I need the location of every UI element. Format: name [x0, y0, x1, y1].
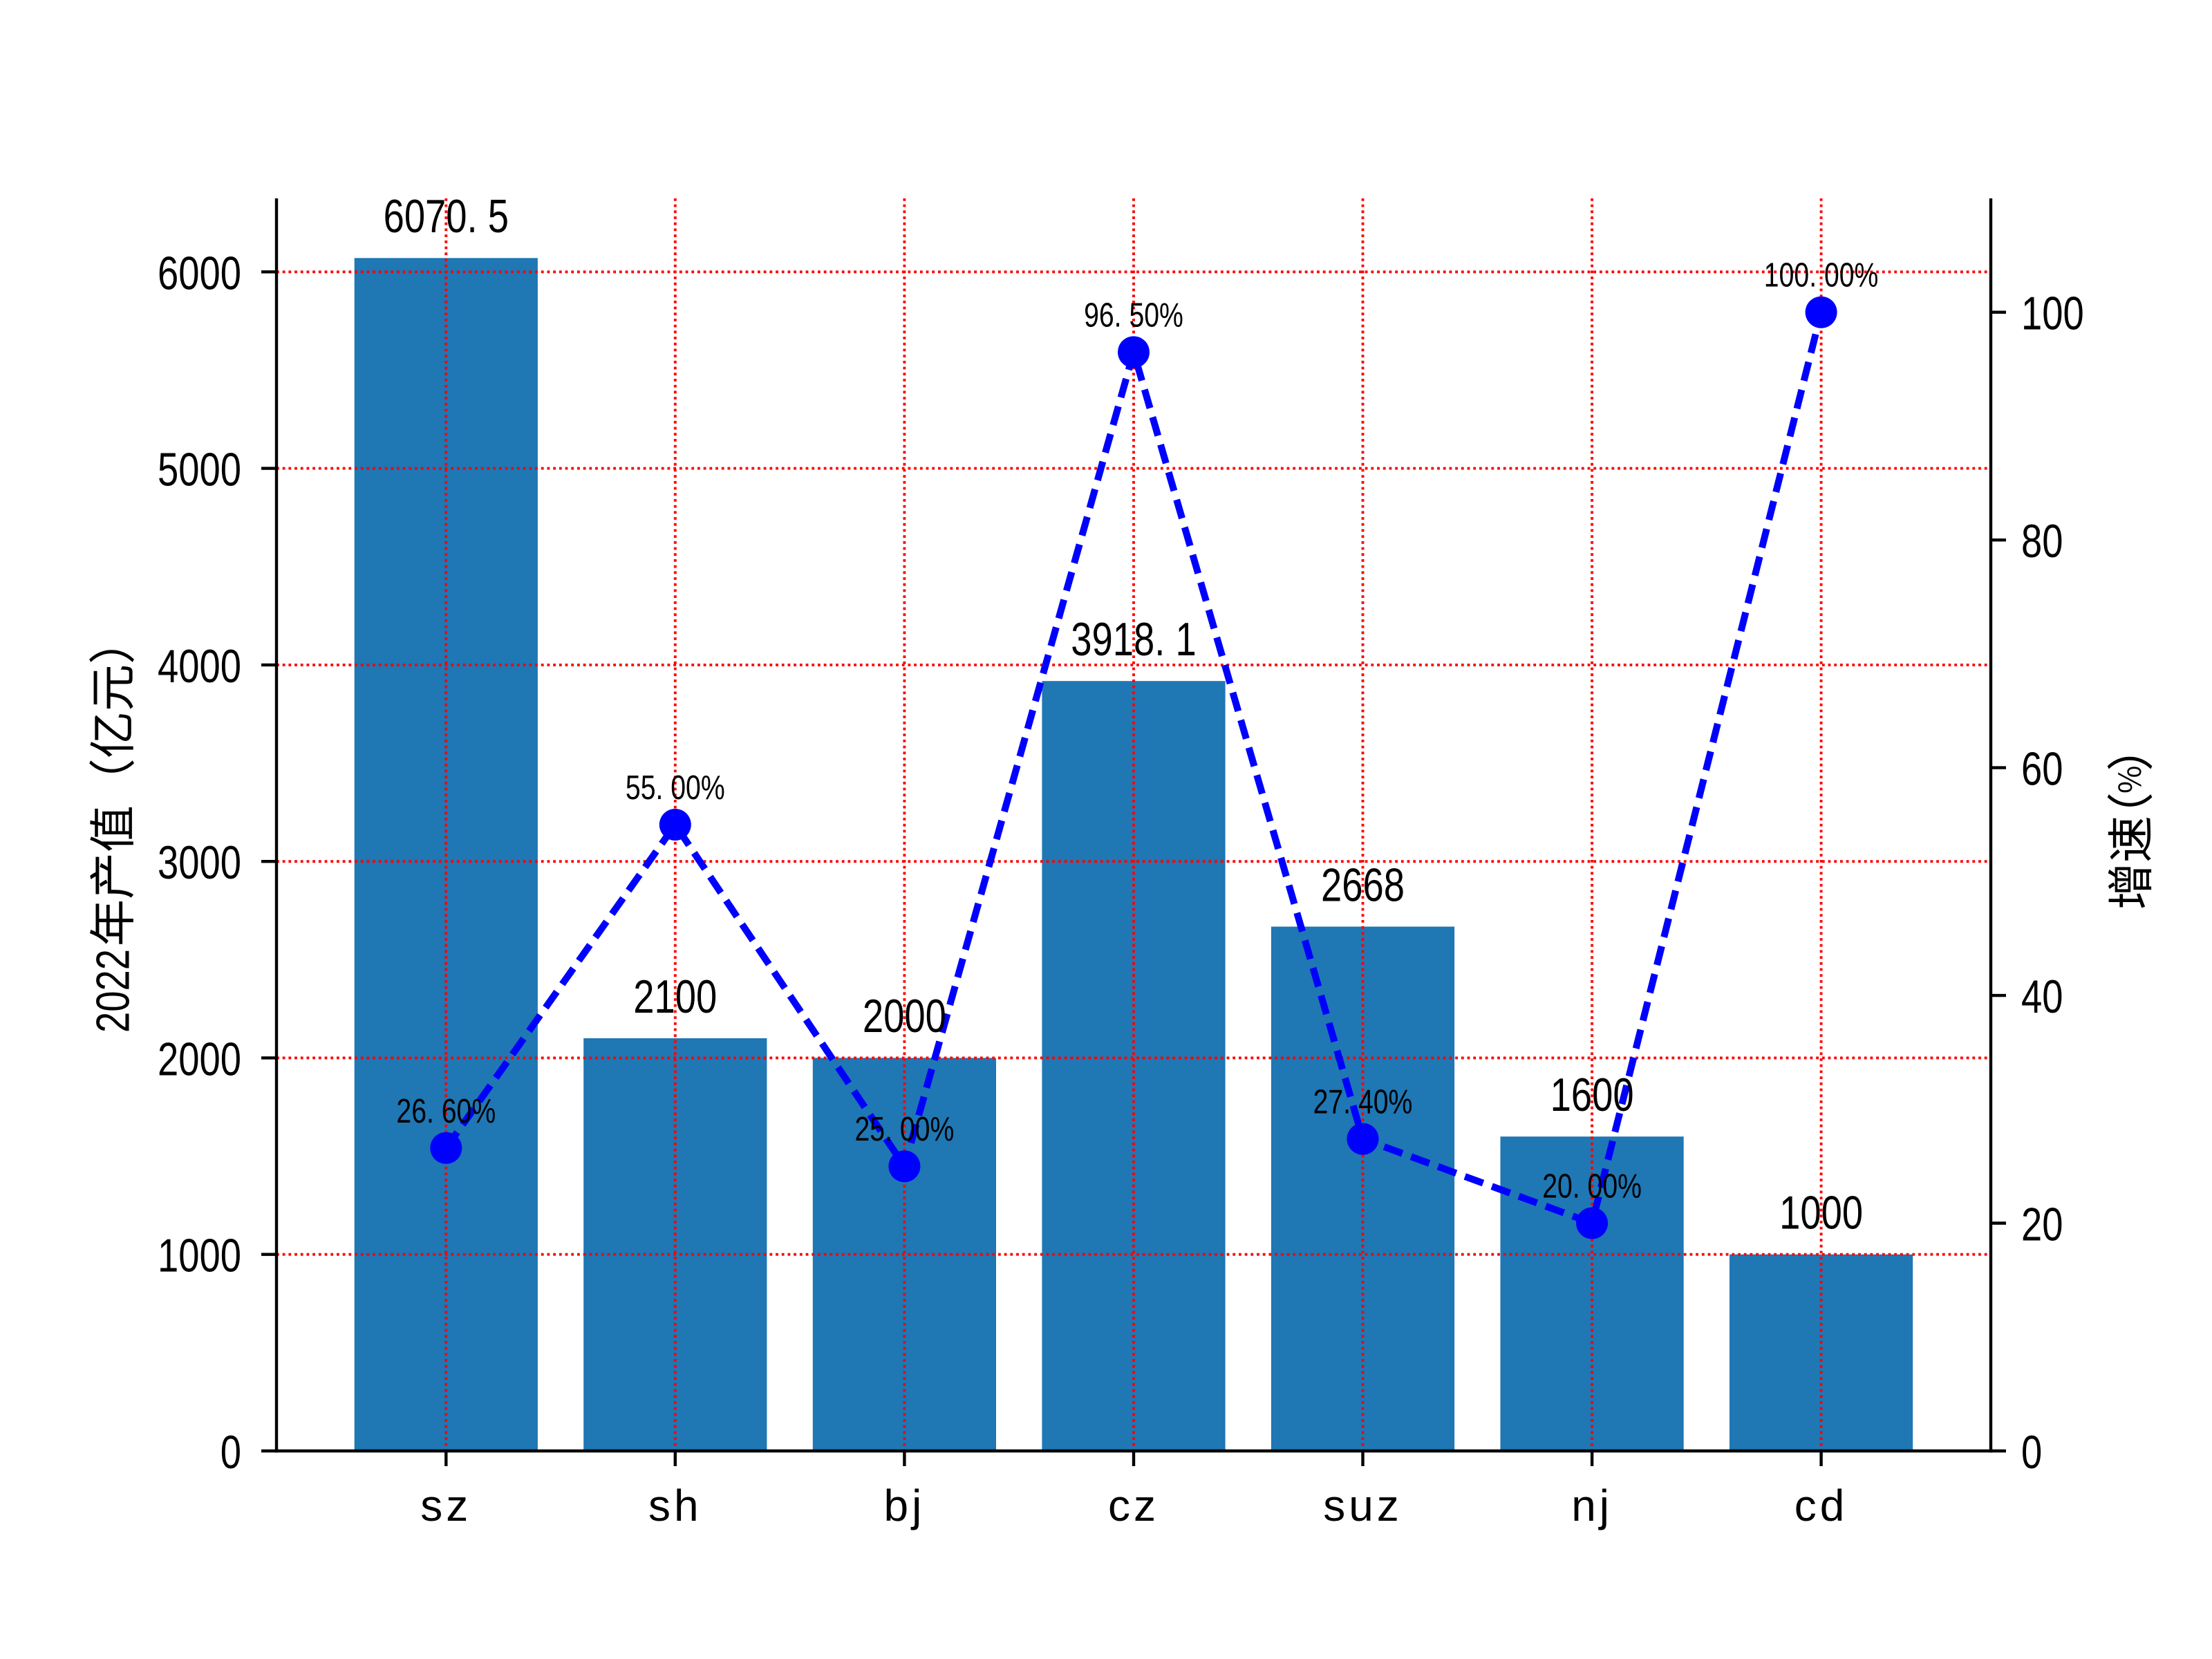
svg-text:100: 100	[2021, 288, 2084, 340]
svg-text:80: 80	[2021, 515, 2063, 568]
svg-text:40: 40	[2021, 971, 2063, 1023]
svg-text:sh: sh	[648, 1481, 702, 1530]
svg-text:2100: 2100	[633, 971, 717, 1023]
svg-text:25. 00%: 25. 00%	[854, 1111, 954, 1148]
svg-text:20: 20	[2021, 1199, 2063, 1251]
svg-text:3000: 3000	[158, 836, 241, 889]
svg-text:3918. 1: 3918. 1	[1071, 613, 1196, 666]
svg-text:5000: 5000	[158, 444, 241, 496]
svg-text:100. 00%: 100. 00%	[1764, 257, 1879, 294]
svg-text:cd: cd	[1794, 1481, 1848, 1530]
svg-text:2668: 2668	[1321, 859, 1405, 912]
svg-text:2000: 2000	[158, 1033, 241, 1086]
svg-text:bj: bj	[883, 1481, 925, 1530]
svg-text:sz: sz	[420, 1481, 471, 1530]
svg-text:26. 60%: 26. 60%	[396, 1093, 496, 1130]
svg-text:cz: cz	[1108, 1481, 1159, 1530]
svg-text:0: 0	[221, 1426, 241, 1479]
svg-text:20. 00%: 20. 00%	[1542, 1168, 1642, 1205]
svg-text:2000: 2000	[863, 990, 946, 1042]
svg-text:0: 0	[2021, 1426, 2042, 1479]
svg-text:27. 40%: 27. 40%	[1313, 1084, 1413, 1121]
svg-text:1000: 1000	[1779, 1187, 1863, 1239]
svg-text:2022: 2022	[87, 949, 140, 1033]
svg-text:suz: suz	[1323, 1481, 1403, 1530]
svg-text:nj: nj	[1571, 1481, 1613, 1530]
svg-text:96. 50%: 96. 50%	[1084, 297, 1183, 334]
svg-text:1600: 1600	[1550, 1069, 1634, 1121]
svg-text:55. 00%: 55. 00%	[626, 769, 725, 807]
svg-text:6000: 6000	[158, 247, 241, 300]
svg-text:60: 60	[2021, 743, 2063, 796]
svg-text:6070. 5: 6070. 5	[384, 190, 509, 243]
svg-text:4000: 4000	[158, 640, 241, 693]
svg-text:1000: 1000	[158, 1230, 241, 1282]
